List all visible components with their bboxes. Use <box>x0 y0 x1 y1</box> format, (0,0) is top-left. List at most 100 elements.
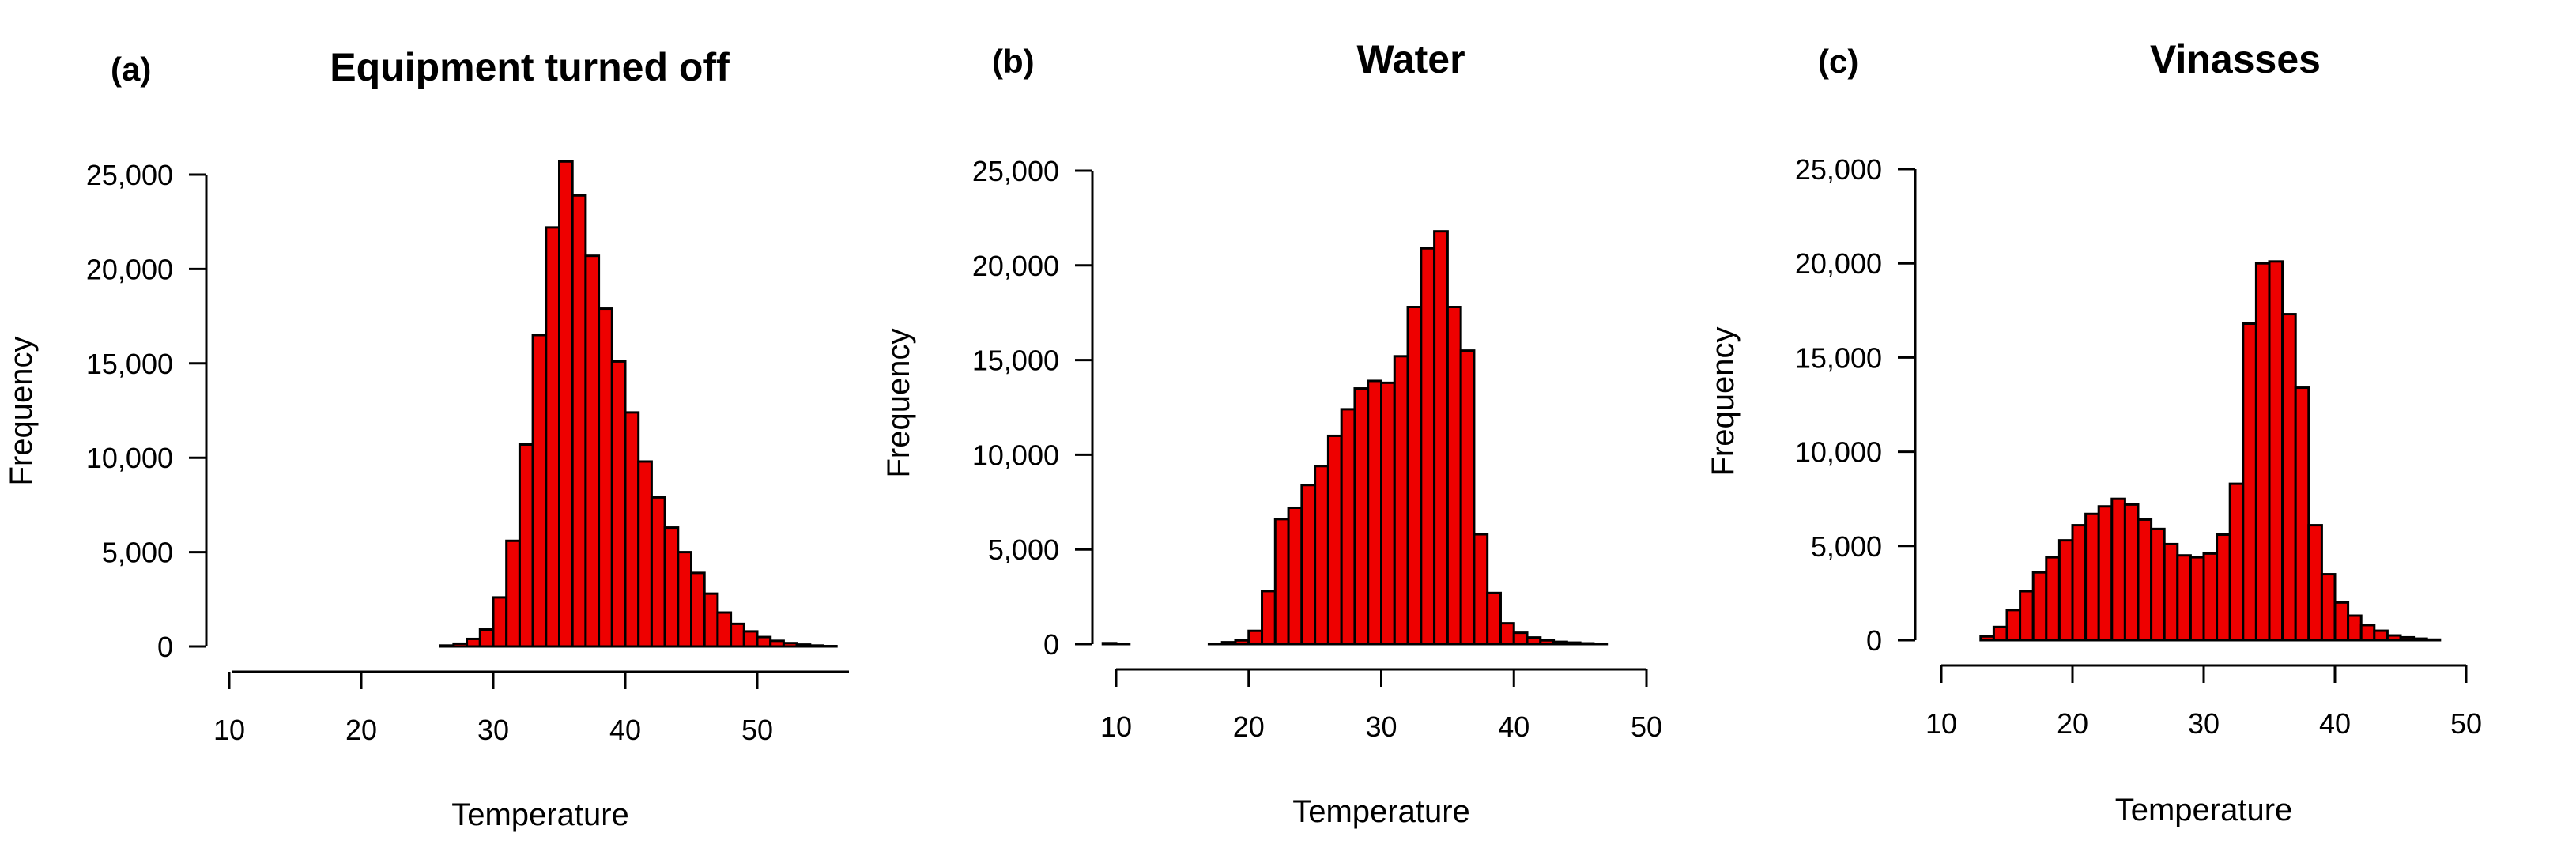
histogram-bar <box>703 592 719 648</box>
histogram-bar <box>1326 434 1343 646</box>
histogram-bar <box>598 307 613 648</box>
histogram-bar <box>1287 506 1303 646</box>
histogram-bar <box>2268 260 2284 642</box>
histogram-bar <box>478 628 495 648</box>
histogram-bar <box>1539 639 1556 646</box>
histogram-bar <box>1446 306 1462 646</box>
x-tick-label: 50 <box>741 714 773 746</box>
x-tick-label: 40 <box>609 714 641 746</box>
y-tick-label: 0 <box>1043 628 1059 661</box>
histogram-bar <box>492 596 508 648</box>
histogram-bar <box>2254 262 2271 642</box>
histogram-bar <box>610 360 627 648</box>
histogram-bar <box>742 630 759 648</box>
histogram-bar <box>2163 542 2179 642</box>
histogram-bar <box>545 226 560 648</box>
y-axis-title: Frequency <box>881 329 916 478</box>
panel-label: (a) <box>111 51 151 88</box>
y-tick-label: 20,000 <box>1795 247 1882 280</box>
chart-panel-b: 0 5,000 10,000 15,000 20,000 25,000 10 20 30 40 50… <box>881 37 1662 829</box>
histogram-bar <box>624 411 640 648</box>
y-tick-label: 20,000 <box>972 250 1059 282</box>
histogram-bar <box>1220 641 1237 646</box>
y-tick-label: 25,000 <box>86 159 173 191</box>
histogram-bar <box>756 635 772 648</box>
histogram-bar <box>1552 640 1568 646</box>
histogram-bar <box>650 496 666 648</box>
panel-label: (c) <box>1818 43 1858 80</box>
y-tick-label: 0 <box>1866 624 1882 657</box>
y-tick-label: 10,000 <box>86 442 173 474</box>
x-tick-label: 20 <box>345 714 377 746</box>
histogram-bar <box>2333 601 2350 642</box>
histogram-bar <box>677 551 692 648</box>
histogram-bar <box>1340 408 1356 646</box>
histogram-bar <box>558 160 574 648</box>
chart-title: Equipment turned off <box>330 45 730 89</box>
y-axis-title: Frequency <box>1706 327 1741 477</box>
histogram-bar <box>1234 639 1250 646</box>
histogram-bar <box>769 639 785 648</box>
histogram-bar <box>466 637 481 648</box>
histogram-bar <box>2045 556 2061 642</box>
histogram-bar <box>2019 590 2035 642</box>
histogram-bar <box>716 611 733 648</box>
histogram-bar <box>2005 609 2022 642</box>
histogram-bar <box>2307 524 2323 642</box>
y-tick-label: 5,000 <box>988 533 1059 566</box>
x-tick-label: 40 <box>1498 710 1529 743</box>
y-tick-label: 25,000 <box>972 155 1059 187</box>
histogram-bar <box>1406 306 1423 646</box>
histogram-bar <box>2216 533 2231 642</box>
histogram-bar <box>2202 552 2219 642</box>
histogram-bar <box>2242 322 2257 642</box>
y-tick-label: 0 <box>157 631 173 663</box>
histogram-bar <box>531 334 548 648</box>
histogram-bar <box>571 194 587 648</box>
histogram-bar <box>1486 591 1502 646</box>
y-tick-label: 15,000 <box>86 348 173 380</box>
histogram-bars <box>1101 230 1609 646</box>
chart-panel-a: 0 5,000 10,000 15,000 20,000 25,000 10 20 30 40 50… <box>4 45 849 832</box>
x-axis-title: Temperature <box>451 797 629 832</box>
histogram-bar <box>2347 614 2363 642</box>
histogram-bar <box>2189 556 2205 642</box>
histogram-bar <box>1512 631 1529 646</box>
y-axis-title: Frequency <box>4 337 39 486</box>
histogram-bar <box>452 642 469 648</box>
histogram-bar <box>730 622 745 648</box>
histogram-bar <box>1526 636 1542 646</box>
histogram-bar <box>505 539 521 648</box>
histogram-bar <box>1273 518 1290 646</box>
chart-title: Vinasses <box>2150 37 2321 81</box>
histogram-bar <box>2176 554 2192 642</box>
x-tick-label: 10 <box>1925 707 1957 740</box>
histogram-bar <box>2137 518 2153 642</box>
histogram-bar <box>1979 635 1995 642</box>
x-tick-label: 10 <box>1100 710 1132 743</box>
histogram-bar <box>2228 482 2245 642</box>
histogram-bar <box>1314 465 1329 646</box>
x-tick-label: 40 <box>2319 707 2351 740</box>
x-axis-title: Temperature <box>1292 794 1470 829</box>
y-tick-label: 25,000 <box>1795 153 1882 186</box>
histogram-bar <box>1101 642 1118 646</box>
histogram-bar <box>637 460 653 648</box>
x-tick-label: 50 <box>2450 707 2482 740</box>
histogram-bar <box>1565 641 1582 646</box>
histogram-bar <box>2123 503 2140 642</box>
y-tick-label: 20,000 <box>86 253 173 285</box>
x-tick-label: 10 <box>213 714 245 746</box>
x-tick-label: 30 <box>477 714 509 746</box>
histogram-bars <box>1979 260 2442 642</box>
x-axis-title: Temperature <box>2115 793 2293 827</box>
histogram-bar <box>2097 505 2114 642</box>
x-tick-label: 30 <box>2188 707 2220 740</box>
histogram-bar <box>782 642 798 648</box>
histogram-bar <box>1473 533 1489 646</box>
histogram-bar <box>2359 624 2376 642</box>
histogram-bar <box>1261 590 1277 646</box>
chart-title: Water <box>1356 37 1465 81</box>
histogram-bar <box>1459 349 1476 646</box>
histogram-bar <box>1247 629 1264 646</box>
